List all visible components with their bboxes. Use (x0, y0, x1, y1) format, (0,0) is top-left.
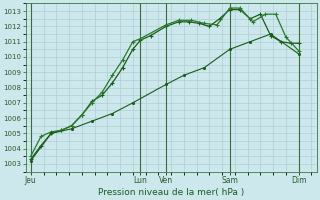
X-axis label: Pression niveau de la mer( hPa ): Pression niveau de la mer( hPa ) (98, 188, 244, 197)
